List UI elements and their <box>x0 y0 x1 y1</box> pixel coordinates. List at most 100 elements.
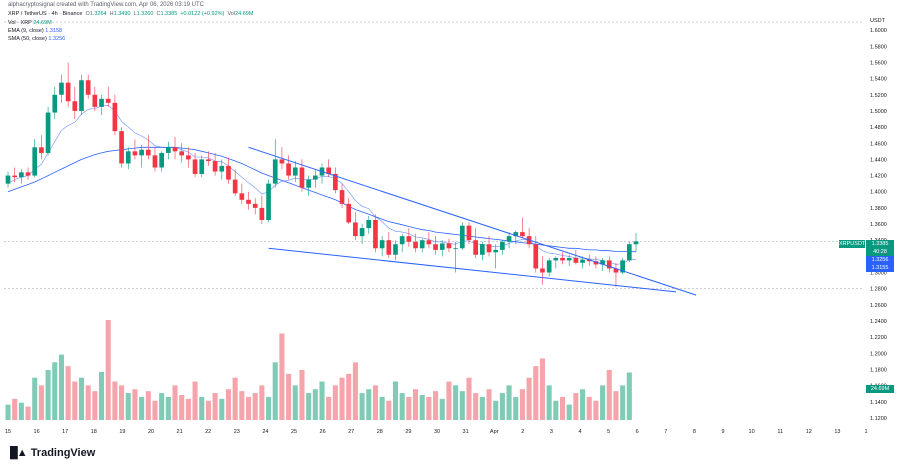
volume-bar <box>479 396 485 420</box>
volume-bar <box>286 373 292 420</box>
time-tick-label: 12 <box>806 429 812 435</box>
candle-body <box>286 163 291 176</box>
volume-bar <box>526 377 532 420</box>
price-tick-label: 1.1400 <box>870 400 887 406</box>
price-axis: USDT 1.6000 1.5800 1.5600 1.5400 1.5200 1.5000… <box>870 18 887 422</box>
volume-bar <box>52 362 58 420</box>
ohlc-header: XRP / TetherUS · 4h · Binance O1.3264 H1… <box>8 11 254 17</box>
candle-body <box>359 228 365 237</box>
candle-body <box>620 260 625 273</box>
symbol-label[interactable]: XRP / TetherUS · 4h · Binance <box>8 11 83 17</box>
time-tick-label: 29 <box>405 429 411 435</box>
price-tick-label: 1.4600 <box>870 141 887 147</box>
volume-indicator-label[interactable]: Vol · XRP 24.69M <box>8 20 52 26</box>
candle-body <box>212 161 218 172</box>
volume-bar <box>159 393 165 420</box>
low-value: 1.3260 <box>136 11 154 17</box>
time-tick-label: 20 <box>148 429 154 435</box>
candle-body <box>473 240 478 255</box>
candle-body <box>560 257 565 261</box>
volume-bar <box>105 320 111 420</box>
volume-bar <box>18 402 24 420</box>
price-tick-label: 1.6000 <box>870 28 887 34</box>
volume-bar <box>513 396 519 420</box>
candle-body <box>606 260 612 269</box>
volume-bar <box>426 396 432 420</box>
price-tick-label: 1.5800 <box>870 44 887 50</box>
volume-bar <box>580 389 586 420</box>
price-tick-label: 1.1800 <box>870 367 887 373</box>
sma-indicator-label[interactable]: SMA (50, close) 1.3256 <box>8 36 66 42</box>
volume-bar <box>279 333 285 420</box>
volume-bar <box>225 389 232 420</box>
candle-body <box>166 147 171 153</box>
candle-body <box>426 240 432 245</box>
candle-body <box>206 159 211 162</box>
ema-indicator-label[interactable]: EMA (9, close) 1.3158 <box>8 28 63 34</box>
candle-body <box>152 155 158 168</box>
time-tick-label: 25 <box>291 429 297 435</box>
volume-bar <box>533 366 539 420</box>
last-price-tag: 1.3385 <box>866 240 894 248</box>
price-tick-label: 1.4200 <box>870 174 887 180</box>
candle-body <box>259 207 265 220</box>
time-tick-label: 1 <box>864 429 867 435</box>
candle-body <box>79 80 84 111</box>
candle-body <box>386 240 392 255</box>
volume-bar <box>32 377 38 420</box>
candle-body <box>626 244 632 261</box>
volume-bar <box>486 389 492 420</box>
candle-body <box>119 131 124 164</box>
time-tick-label: 4 <box>578 429 581 435</box>
time-tick-label: 16 <box>34 429 40 435</box>
candle-body <box>439 243 445 250</box>
candle-body <box>272 159 278 184</box>
volume-bar <box>392 381 399 420</box>
volume-bar <box>473 393 479 420</box>
volume-bar <box>239 391 245 420</box>
ema-price-tag: 1.3155 <box>866 264 894 272</box>
candle-body <box>65 82 71 102</box>
candle-body <box>312 175 318 180</box>
candle-body <box>292 167 298 176</box>
candle-body <box>446 243 452 249</box>
volume-bar <box>219 398 225 420</box>
time-tick-label: 2 <box>521 429 524 435</box>
candle-body <box>5 175 11 184</box>
candle-body <box>192 159 198 174</box>
candle-body <box>59 82 64 95</box>
candle-body <box>219 165 225 172</box>
volume-bar <box>493 400 499 420</box>
candle-body <box>125 151 131 164</box>
volume-bar <box>539 358 546 420</box>
volume-bar <box>245 396 252 420</box>
time-tick-label: 23 <box>234 429 240 435</box>
candle-body <box>39 147 44 153</box>
moving-averages <box>7 104 637 265</box>
price-tick-label: 1.1200 <box>870 416 887 422</box>
candle-body <box>393 244 398 255</box>
time-tick-label: 31 <box>463 429 469 435</box>
candle-body <box>12 175 18 178</box>
volume-bar <box>566 404 572 420</box>
price-tick-label: 1.4000 <box>870 190 887 196</box>
volume-bar <box>192 381 198 420</box>
volume-bar <box>352 362 358 420</box>
tradingview-logo[interactable]: █▲ TradingView <box>10 447 96 459</box>
time-tick-label: 8 <box>693 429 696 435</box>
volume-bar <box>586 396 592 420</box>
candle-body <box>52 94 58 113</box>
candle-body <box>379 240 385 249</box>
candle-body <box>19 172 24 178</box>
price-tick-label: 1.2600 <box>870 303 887 309</box>
candle-body <box>459 225 465 249</box>
close-value: 1.3385 <box>160 11 178 17</box>
candle-body <box>266 183 271 220</box>
price-tick-label: 1.3000 <box>870 271 887 277</box>
candle-body <box>546 260 552 273</box>
price-tick-label: 1.2800 <box>870 287 887 293</box>
candle-body <box>406 236 412 242</box>
candle-body <box>172 147 178 152</box>
candle-body <box>333 173 338 191</box>
